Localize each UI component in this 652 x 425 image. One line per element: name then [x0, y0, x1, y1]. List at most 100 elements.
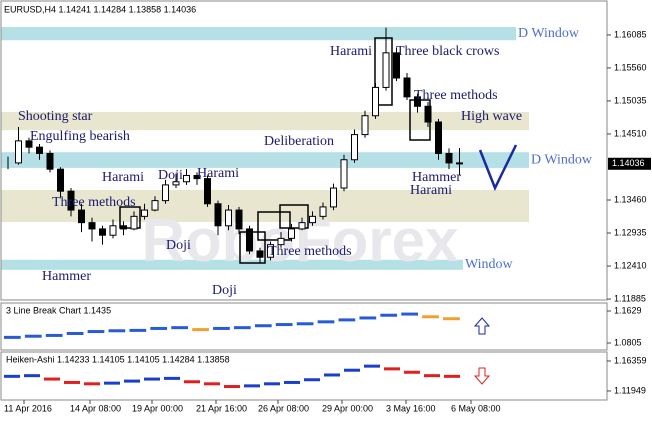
- pattern-box: [119, 206, 141, 229]
- current-price-box: [608, 157, 651, 170]
- line-break-mark: [296, 322, 314, 326]
- zone: [1, 259, 463, 270]
- annotation: Doji: [158, 168, 183, 183]
- zone: [1, 189, 529, 223]
- y-tick-label: 1.13460: [614, 194, 647, 204]
- line-break-mark: [401, 312, 418, 316]
- candle-body: [36, 146, 43, 154]
- y-tick-label: 1.12935: [614, 227, 647, 237]
- heiken-ashi-mark: [64, 380, 80, 384]
- annotation: Three methods: [414, 88, 498, 103]
- v-sign: [478, 144, 518, 192]
- y-tick-label: 1.12410: [614, 260, 647, 270]
- heiken-ashi-mark: [424, 374, 440, 378]
- y-tick-label: 1.15560: [614, 62, 647, 72]
- heiken-ashi-mark: [164, 376, 180, 380]
- heiken-ashi-mark: [204, 382, 220, 386]
- line-break-mark: [45, 333, 63, 337]
- candle-body: [78, 209, 85, 224]
- x-tick-label: 19 Apr 00:00: [132, 403, 183, 413]
- candle-body: [445, 152, 453, 164]
- line-break-mark: [234, 326, 251, 330]
- candle-body: [130, 215, 138, 230]
- candle-body: [456, 162, 463, 165]
- candle-body: [235, 209, 243, 230]
- heiken-ashi-mark: [304, 378, 320, 382]
- line-break-mark: [129, 328, 147, 332]
- candle-body: [141, 209, 148, 217]
- candle-body: [67, 190, 75, 211]
- candle-body: [256, 250, 264, 258]
- candle-body: [372, 86, 379, 117]
- candle-body: [204, 178, 211, 205]
- annotation: Harami: [102, 170, 144, 185]
- heiken-ashi-mark: [324, 373, 340, 377]
- y-tick-label: 1.15035: [614, 95, 647, 105]
- line-break-mark: [422, 315, 439, 319]
- line-break-mark: [317, 320, 335, 324]
- panel-frame: [0, 351, 608, 401]
- line-break-mark: [254, 324, 272, 328]
- candle-body: [403, 77, 411, 98]
- y-tick-label: 1.11949: [614, 385, 646, 395]
- candle-body: [267, 244, 274, 258]
- candle-body: [277, 237, 285, 246]
- candle-body: [435, 121, 442, 154]
- candle-body: [288, 228, 295, 239]
- current-price-label: 1.14036: [612, 158, 645, 168]
- annotation: Hammer: [412, 170, 461, 185]
- x-tick-label: 14 Apr 08:00: [70, 403, 121, 413]
- candle-body: [225, 209, 232, 227]
- main-frame: [0, 0, 608, 301]
- annotation: Engulfing bearish: [30, 129, 130, 144]
- annotation: Three methods: [268, 244, 352, 259]
- annotation: Harami: [330, 44, 372, 59]
- candle-body: [162, 184, 169, 202]
- heiken-ashi-mark: [364, 364, 380, 368]
- x-tick-label: 11 Apr 2016: [4, 403, 52, 413]
- annotation: Harami: [197, 166, 239, 181]
- candle-body: [15, 140, 22, 164]
- down-arrow: [473, 367, 491, 385]
- line-break-mark: [108, 329, 126, 333]
- zone: [1, 27, 516, 41]
- annotation: Shooting star: [18, 109, 93, 124]
- candle-body: [330, 187, 337, 208]
- line-break-mark: [171, 326, 188, 330]
- x-tick-label: 6 May 08:00: [451, 403, 501, 413]
- heiken-ashi-mark: [144, 377, 160, 381]
- heiken-ashi-mark: [384, 367, 400, 371]
- annotation: Doji: [212, 283, 237, 298]
- watermark: RoboForex: [142, 207, 459, 274]
- heiken-ashi-mark: [44, 377, 60, 381]
- candle-body: [309, 215, 316, 224]
- x-tick-label: 29 Apr 00:00: [322, 403, 373, 413]
- zone: [1, 152, 529, 168]
- line-break-mark: [87, 330, 105, 334]
- y-tick-label: 1.0805: [614, 337, 642, 347]
- annotation: Three black crows: [396, 44, 499, 59]
- candle-body: [193, 174, 201, 180]
- line-break-mark: [359, 316, 377, 320]
- candle-body: [99, 228, 106, 236]
- y-tick-label: 1.1629: [614, 305, 642, 315]
- heiken-ashi-mark: [244, 384, 260, 388]
- panel-title: Heiken-Ashi 1.14233 1.14105 1.14105 1.14…: [6, 354, 230, 364]
- heiken-ashi-mark: [444, 374, 460, 378]
- candle-body: [393, 52, 400, 79]
- chart-title: EURUSD,H4 1.14241 1.14284 1.13858 1.1403…: [4, 4, 196, 14]
- zone-label: D Window: [531, 152, 593, 167]
- candle-body: [88, 222, 96, 230]
- candle-body: [172, 181, 180, 186]
- candle-body: [183, 174, 190, 183]
- heiken-ashi-mark: [24, 374, 40, 378]
- annotation: Hammer: [42, 269, 91, 284]
- pattern-box: [374, 37, 393, 106]
- annotation: Doji: [166, 238, 191, 253]
- candle-body: [382, 52, 390, 88]
- heiken-ashi-mark: [104, 381, 120, 385]
- candle-body: [46, 152, 54, 170]
- pattern-box: [257, 211, 291, 241]
- x-tick-label: 3 May 16:00: [386, 403, 436, 413]
